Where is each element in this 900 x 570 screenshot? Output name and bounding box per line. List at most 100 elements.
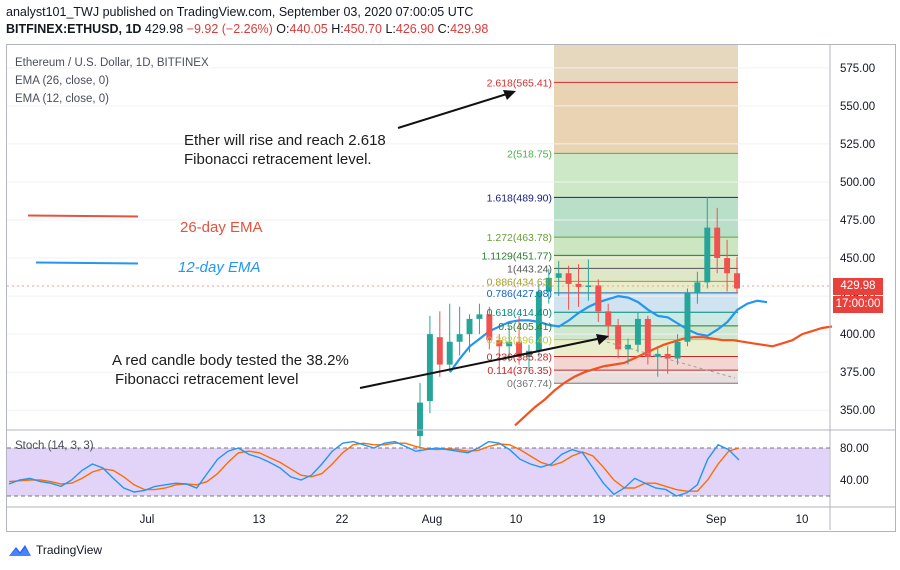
candle-body [605, 311, 612, 325]
candle-body [466, 318, 473, 335]
chart-title: Ethereum / U.S. Dollar, 1D, BITFINEX [15, 57, 209, 69]
candle-body [634, 318, 641, 345]
candle-body [446, 341, 453, 365]
candle-body [436, 337, 443, 365]
candle-body [555, 273, 562, 278]
tradingview-logo-icon [9, 545, 31, 556]
y-axis-tick: 550.00 [840, 101, 875, 113]
candle-body [714, 227, 721, 259]
candle-body [545, 277, 552, 292]
stoch-tick: 80.00 [840, 443, 869, 455]
symbol-name: BITFINEX:ETHUSD, 1D [6, 22, 142, 36]
candle-body [724, 258, 731, 274]
test-annotation-line2: Fibonacci retracement level [115, 371, 299, 388]
y-axis-tick: 375.00 [840, 367, 875, 379]
current-price-tag: 429.98 [833, 278, 883, 295]
low-value: 426.90 [395, 22, 435, 36]
fib-level-label: 1.618(489.90) [487, 192, 552, 204]
candle-body [734, 273, 740, 289]
test-annotation-line1: A red candle body tested the 38.2% [112, 352, 349, 369]
candle-body [625, 344, 632, 350]
last-price: 429.98 [144, 22, 184, 36]
candle-body [496, 340, 503, 347]
fib-band [554, 356, 738, 371]
fib-band [554, 281, 738, 293]
fib-level-label: 0.382(396.40) [487, 335, 552, 347]
symbol-ohlc-line: BITFINEX:ETHUSD, 1D 429.98 −9.92 (−2.26%… [6, 22, 488, 36]
x-axis-tick: 22 [336, 514, 349, 526]
fib-band [554, 197, 738, 238]
candle-body [644, 318, 651, 357]
ema12-legend[interactable]: EMA (12, close, 0) [15, 93, 109, 105]
ema12-line [449, 294, 768, 373]
candle-body [486, 314, 493, 341]
close-label: C: [437, 22, 451, 36]
stoch-label[interactable]: Stoch (14, 3, 3) [15, 440, 94, 452]
rise-annotation: Ether will rise and reach 2.618 Fibonacc… [184, 131, 386, 169]
chart-frame[interactable] [6, 44, 896, 532]
fib-level-label: 2(518.75) [507, 148, 552, 160]
y-axis-tick: 450.00 [840, 253, 875, 265]
rise-annotation-line2: Fibonacci retracement level. [184, 151, 372, 168]
y-axis-tick: 525.00 [840, 139, 875, 151]
candle-body [456, 334, 463, 342]
fib-level-label: 0.5(405.41) [498, 321, 552, 333]
fib-band [554, 153, 738, 198]
ema26-line [514, 325, 833, 427]
high-label: H: [331, 22, 344, 36]
publish-info: analyst101_TWJ published on TradingView.… [6, 5, 474, 19]
tradingview-brand[interactable]: TradingView [8, 543, 102, 557]
ema12-label: 12-day EMA [178, 259, 261, 276]
y-axis-tick: 350.00 [840, 405, 875, 417]
test-arrow-line [359, 337, 603, 389]
fib-band [554, 237, 738, 256]
tradingview-brand-label: TradingView [36, 543, 103, 557]
x-axis-tick: Aug [422, 514, 442, 526]
stoch-tick: 40.00 [840, 475, 869, 487]
stoch-band [7, 448, 830, 496]
candle-body [535, 291, 542, 351]
x-axis-tick: 10 [796, 514, 809, 526]
fib-level-label: 0.114(376.35) [487, 365, 552, 377]
y-axis-tick: 475.00 [840, 215, 875, 227]
candle-body [426, 334, 433, 402]
candle-body [516, 341, 523, 357]
high-value: 450.70 [343, 22, 382, 36]
fib-top-zone [554, 45, 738, 83]
bar-close-timer: 17:00:00 [833, 296, 883, 313]
fib-level-label: 1.1129(451.77) [482, 250, 552, 262]
fib-band [554, 370, 738, 384]
candle-body [506, 341, 513, 347]
fib-level-label: 0.618(414.40) [487, 307, 552, 319]
fib-band [554, 268, 738, 282]
candle-body [575, 283, 582, 287]
fib-level-label: 0.236(385.28) [487, 352, 552, 364]
candle-body [476, 314, 483, 319]
candle-body [704, 227, 711, 283]
stoch-d-line [8, 442, 740, 492]
candle-body [615, 325, 622, 350]
open-label: O: [276, 22, 290, 36]
y-axis-tick: 575.00 [840, 63, 875, 75]
ema26-label: 26-day EMA [180, 219, 263, 236]
candle-body [694, 282, 701, 294]
candle-body [417, 402, 423, 437]
test-annotation: A red candle body tested the 38.2% Fibon… [112, 351, 349, 389]
candle-body [585, 285, 592, 287]
rise-annotation-line1: Ether will rise and reach 2.618 [184, 132, 386, 149]
candle-body [565, 273, 572, 284]
test-arrow-head [596, 334, 609, 345]
price-change: −9.92 (−2.26%) [186, 22, 273, 36]
rise-arrow-head [503, 90, 516, 100]
close-value: 429.98 [450, 22, 489, 36]
fib-level-label: 2.618(565.41) [487, 77, 552, 89]
x-axis-tick: 10 [510, 514, 523, 526]
ema26-legend[interactable]: EMA (26, close, 0) [15, 75, 109, 87]
fib-band [554, 82, 738, 154]
fib-level-label: 0.786(427.08) [487, 288, 552, 300]
low-label: L: [385, 22, 396, 36]
y-axis-tick: 400.00 [840, 329, 875, 341]
fib-level-label: 1.272(463.78) [487, 232, 552, 244]
candle-body [654, 353, 661, 357]
